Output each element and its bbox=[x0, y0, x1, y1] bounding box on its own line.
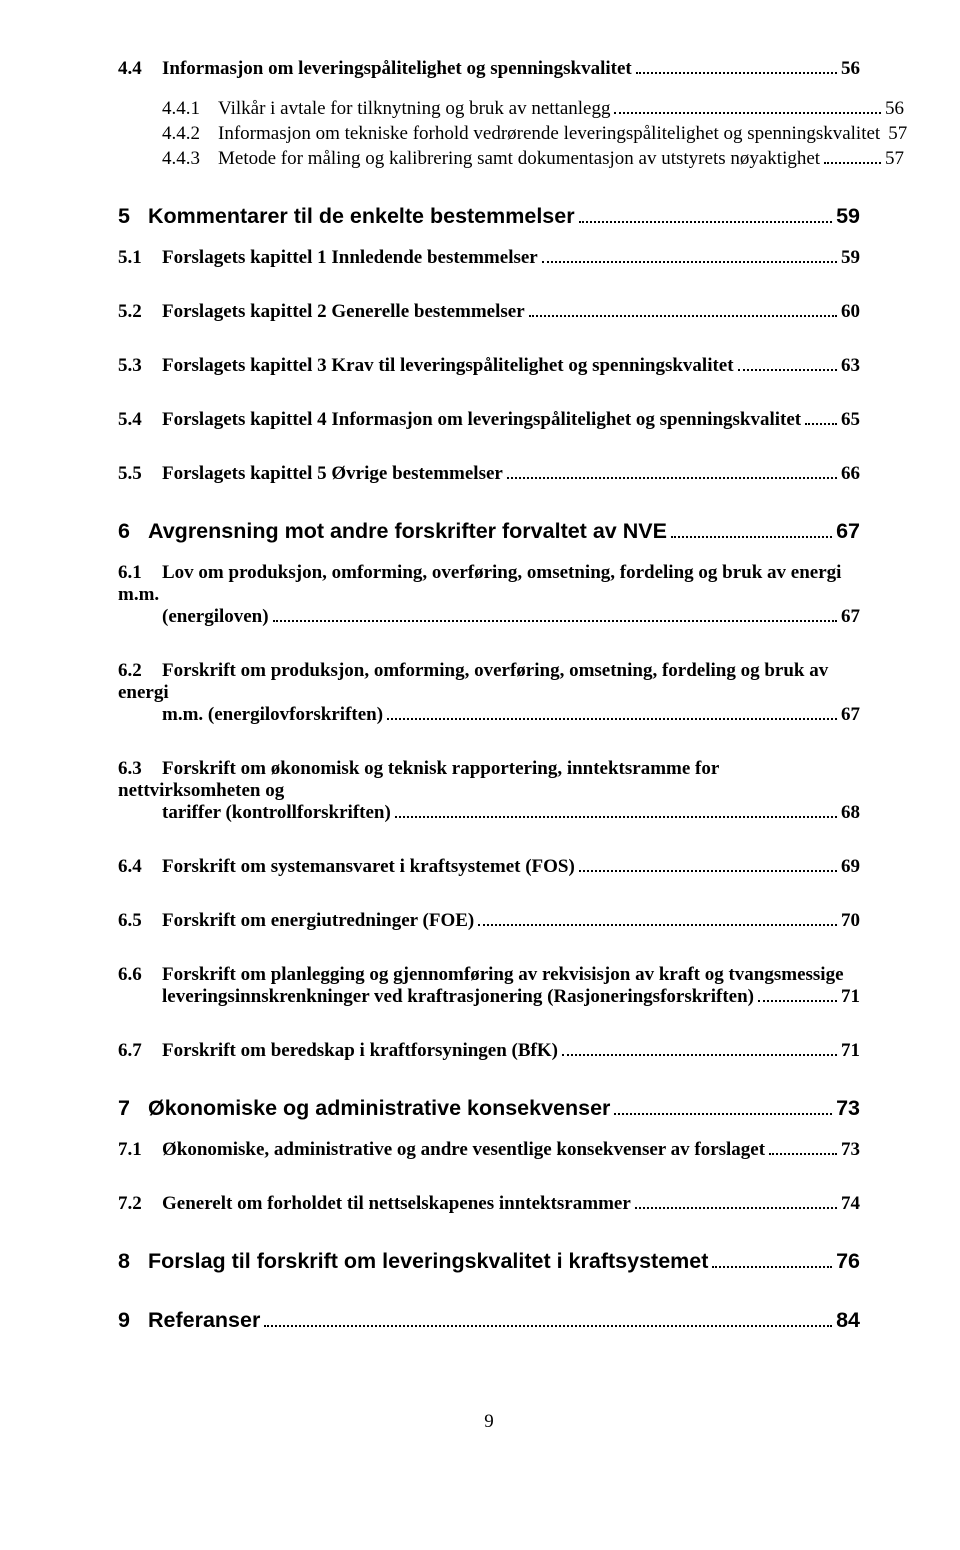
toc-page: 66 bbox=[841, 463, 860, 485]
toc-page: 67 bbox=[841, 704, 860, 726]
toc-label: 4.4Informasjon om leveringspålitelighet … bbox=[118, 58, 632, 80]
toc-label: 8 Forslag til forskrift om leveringskval… bbox=[118, 1249, 708, 1274]
toc-page: 68 bbox=[841, 802, 860, 824]
toc-page: 57 bbox=[885, 148, 904, 170]
toc-label: 7 Økonomiske og administrative konsekven… bbox=[118, 1096, 610, 1121]
toc-label: 5.4Forslagets kapittel 4 Informasjon om … bbox=[118, 409, 801, 431]
toc-label: 4.4.3Metode for måling og kalibrering sa… bbox=[162, 148, 820, 170]
toc-page: 71 bbox=[841, 986, 860, 1008]
toc-leader-dots bbox=[478, 914, 837, 926]
toc-entry: 5 Kommentarer til de enkelte bestemmelse… bbox=[118, 204, 860, 229]
toc-leader-dots bbox=[562, 1044, 837, 1056]
toc-leader-dots bbox=[769, 1143, 837, 1155]
toc-leader-dots bbox=[671, 524, 832, 538]
toc-leader-dots bbox=[264, 1313, 832, 1327]
toc-label-continued: tariffer (kontrollforskriften) 68 bbox=[162, 802, 860, 824]
toc-page: 70 bbox=[841, 910, 860, 932]
toc-label: 7.1Økonomiske, administrative og andre v… bbox=[118, 1139, 765, 1161]
toc-label-continued: m.m. (energilovforskriften) 67 bbox=[162, 704, 860, 726]
toc-entry: 6.6Forskrift om planlegging og gjennomfø… bbox=[118, 964, 860, 1008]
toc-entry: 5.1Forslagets kapittel 1 Innledende best… bbox=[118, 247, 860, 269]
toc-entry: 6.2Forskrift om produksjon, omforming, o… bbox=[118, 660, 860, 726]
toc-entry: 4.4.3Metode for måling og kalibrering sa… bbox=[162, 148, 904, 170]
toc-page: 59 bbox=[841, 247, 860, 269]
toc-entry: 5.5Forslagets kapittel 5 Øvrige bestemme… bbox=[118, 463, 860, 485]
toc-entry: 7.2Generelt om forholdet til nettselskap… bbox=[118, 1193, 860, 1215]
toc-entry: 7.1Økonomiske, administrative og andre v… bbox=[118, 1139, 860, 1161]
toc-leader-dots bbox=[529, 305, 837, 317]
toc-label: 6.4Forskrift om systemansvaret i kraftsy… bbox=[118, 856, 575, 878]
toc-leader-dots bbox=[507, 467, 837, 479]
toc-label: 6.6Forskrift om planlegging og gjennomfø… bbox=[118, 964, 860, 986]
toc-entry: 9 Referanser 84 bbox=[118, 1308, 860, 1333]
toc-page: 69 bbox=[841, 856, 860, 878]
toc-label: 4.4.1Vilkår i avtale for tilknytning og … bbox=[162, 98, 610, 120]
toc-entry: 8 Forslag til forskrift om leveringskval… bbox=[118, 1249, 860, 1274]
toc-label: 6.7Forskrift om beredskap i kraftforsyni… bbox=[118, 1040, 558, 1062]
toc-label: 5.1Forslagets kapittel 1 Innledende best… bbox=[118, 247, 538, 269]
document-page: 4.4Informasjon om leveringspålitelighet … bbox=[0, 0, 960, 1473]
toc-leader-dots bbox=[738, 359, 837, 371]
toc-entry: 6.3Forskrift om økonomisk og teknisk rap… bbox=[118, 758, 860, 824]
toc-page: 71 bbox=[841, 1040, 860, 1062]
toc-entry: 4.4.2Informasjon om tekniske forhold ved… bbox=[162, 123, 904, 145]
page-number: 9 bbox=[118, 1411, 860, 1433]
toc-leader-dots bbox=[542, 251, 837, 263]
toc-entry: 6.1Lov om produksjon, omforming, overfør… bbox=[118, 562, 860, 628]
toc-leader-dots bbox=[614, 1101, 832, 1115]
toc-entry: 6.5Forskrift om energiutredninger (FOE) … bbox=[118, 910, 860, 932]
toc-page: 74 bbox=[841, 1193, 860, 1215]
toc-leader-dots bbox=[614, 102, 881, 114]
toc-page: 60 bbox=[841, 301, 860, 323]
toc-leader-dots bbox=[805, 413, 837, 425]
toc-label: 9 Referanser bbox=[118, 1308, 260, 1333]
toc-page: 56 bbox=[885, 98, 904, 120]
toc-page: 63 bbox=[841, 355, 860, 377]
toc-label: 6.5Forskrift om energiutredninger (FOE) bbox=[118, 910, 474, 932]
toc-entry: 6 Avgrensning mot andre forskrifter forv… bbox=[118, 519, 860, 544]
toc-page: 73 bbox=[836, 1096, 860, 1121]
toc-label: 6.3Forskrift om økonomisk og teknisk rap… bbox=[118, 758, 860, 802]
toc-leader-dots bbox=[758, 990, 837, 1002]
toc-page: 56 bbox=[841, 58, 860, 80]
toc-entry: 4.4.1Vilkår i avtale for tilknytning og … bbox=[162, 98, 904, 120]
toc-label-continued: (energiloven) 67 bbox=[162, 606, 860, 628]
toc-entry: 7 Økonomiske og administrative konsekven… bbox=[118, 1096, 860, 1121]
toc-entry: 5.3Forslagets kapittel 3 Krav til leveri… bbox=[118, 355, 860, 377]
toc-entry: 6.7Forskrift om beredskap i kraftforsyni… bbox=[118, 1040, 860, 1062]
toc-leader-dots bbox=[712, 1254, 832, 1268]
toc-page: 73 bbox=[841, 1139, 860, 1161]
toc-leader-dots bbox=[824, 152, 881, 164]
toc-label: 5.2Forslagets kapittel 2 Generelle beste… bbox=[118, 301, 525, 323]
toc-label: 6.1Lov om produksjon, omforming, overfør… bbox=[118, 562, 860, 606]
toc-entry: 5.2Forslagets kapittel 2 Generelle beste… bbox=[118, 301, 860, 323]
toc-label: 7.2Generelt om forholdet til nettselskap… bbox=[118, 1193, 631, 1215]
toc-entry: 6.4Forskrift om systemansvaret i kraftsy… bbox=[118, 856, 860, 878]
toc-leader-dots bbox=[387, 708, 837, 720]
toc-leader-dots bbox=[636, 62, 837, 74]
toc-entry: 5.4Forslagets kapittel 4 Informasjon om … bbox=[118, 409, 860, 431]
toc-label: 5.3Forslagets kapittel 3 Krav til leveri… bbox=[118, 355, 734, 377]
toc-page: 84 bbox=[836, 1308, 860, 1333]
toc-entry: 4.4Informasjon om leveringspålitelighet … bbox=[118, 58, 860, 80]
toc-label: 4.4.2Informasjon om tekniske forhold ved… bbox=[162, 123, 880, 145]
toc-leader-dots bbox=[579, 860, 837, 872]
toc-page: 67 bbox=[836, 519, 860, 544]
toc-page: 59 bbox=[836, 204, 860, 229]
toc-page: 67 bbox=[841, 606, 860, 628]
toc-page: 65 bbox=[841, 409, 860, 431]
toc-leader-dots bbox=[273, 610, 837, 622]
toc-label: 6.2Forskrift om produksjon, omforming, o… bbox=[118, 660, 860, 704]
toc-label: 5 Kommentarer til de enkelte bestemmelse… bbox=[118, 204, 575, 229]
toc-page: 57 bbox=[888, 123, 907, 145]
toc-label-continued: leveringsinnskrenkninger ved kraftrasjon… bbox=[162, 986, 860, 1008]
toc-label: 5.5Forslagets kapittel 5 Øvrige bestemme… bbox=[118, 463, 503, 485]
table-of-contents: 4.4Informasjon om leveringspålitelighet … bbox=[118, 58, 860, 1333]
toc-leader-dots bbox=[579, 209, 832, 223]
toc-page: 76 bbox=[836, 1249, 860, 1274]
toc-label: 6 Avgrensning mot andre forskrifter forv… bbox=[118, 519, 667, 544]
toc-leader-dots bbox=[635, 1197, 837, 1209]
toc-leader-dots bbox=[395, 806, 837, 818]
